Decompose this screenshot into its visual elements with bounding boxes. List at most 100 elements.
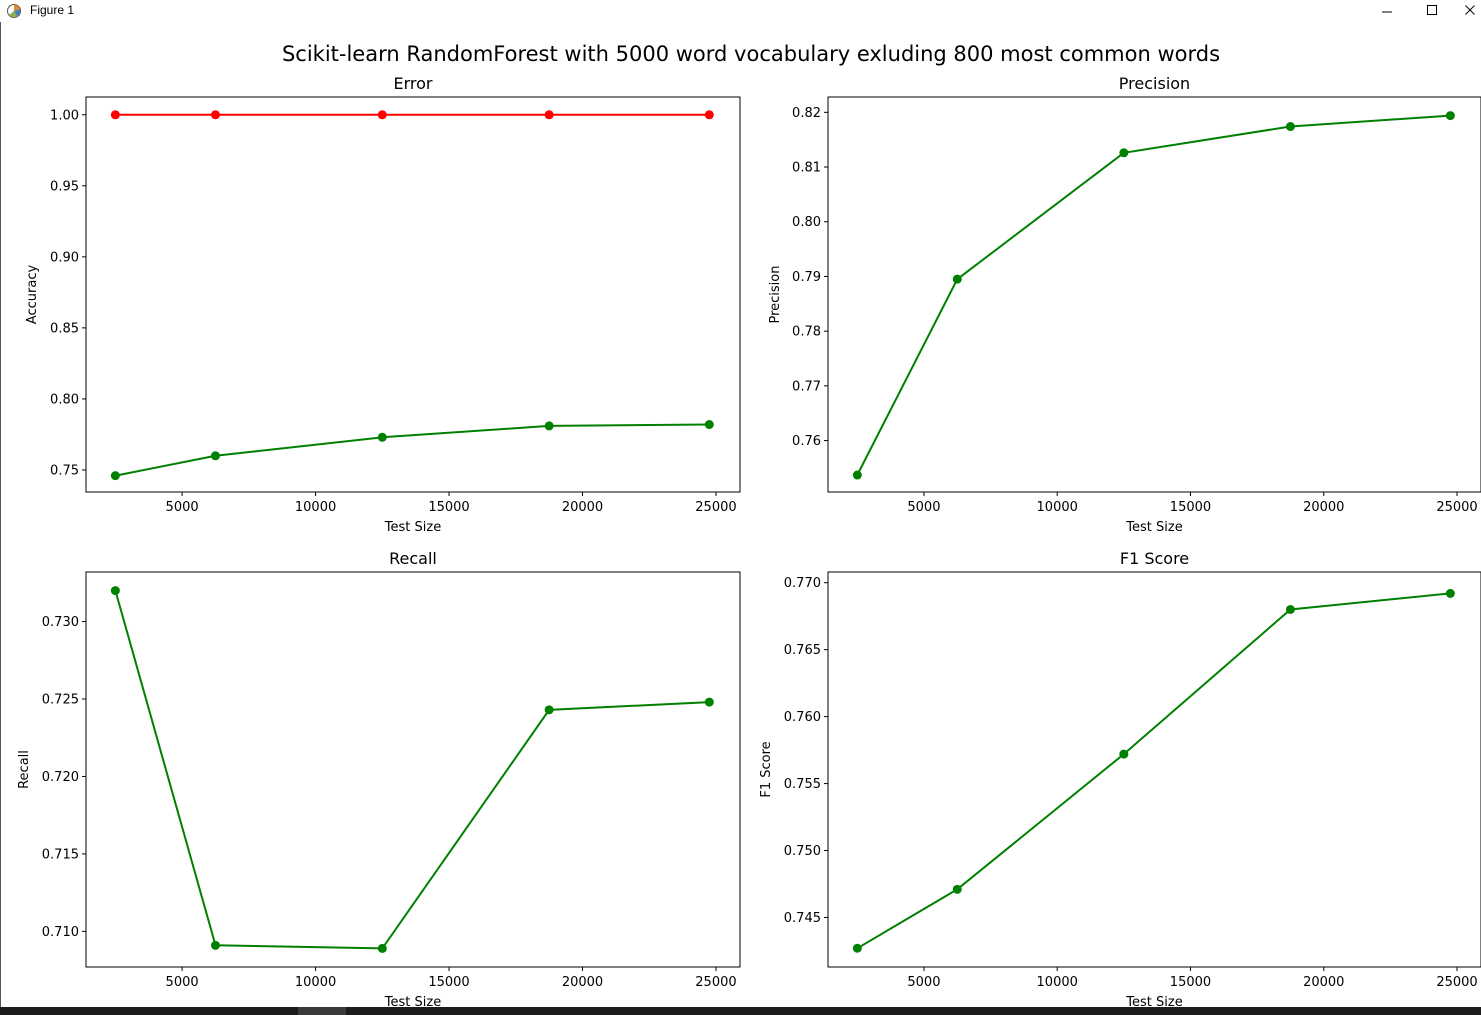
x-tick-label: 25000 xyxy=(1436,500,1477,515)
y-tick-label: 0.750 xyxy=(784,844,821,859)
y-tick-label: 0.90 xyxy=(50,250,79,265)
y-tick-label: 0.765 xyxy=(784,643,821,658)
y-tick-label: 1.00 xyxy=(50,108,79,123)
x-tick-label: 10000 xyxy=(295,975,336,990)
data-point xyxy=(544,110,554,120)
x-tick-label: 25000 xyxy=(695,975,736,990)
y-tick-label: 0.85 xyxy=(50,321,79,336)
subplot-precision: Precision 5000 10000 15000 20000 25000 0.76 0.7… xyxy=(768,74,1481,535)
minimize-button[interactable] xyxy=(1369,0,1405,20)
x-tick-label: 5000 xyxy=(907,975,940,990)
y-axis-label: Precision xyxy=(768,265,783,323)
data-point xyxy=(1445,588,1455,598)
data-point xyxy=(210,940,220,950)
y-tick-label: 0.81 xyxy=(792,161,821,176)
y-tick-label: 0.715 xyxy=(42,847,79,862)
y-axis-label: F1 Score xyxy=(759,741,774,797)
data-point xyxy=(377,943,387,953)
figure-svg: Scikit-learn RandomForest with 5000 word… xyxy=(17,42,1481,1010)
y-tick-label: 0.77 xyxy=(792,379,821,394)
data-point xyxy=(1445,111,1455,121)
data-point xyxy=(544,421,554,431)
y-tick-label: 0.770 xyxy=(784,576,821,591)
subplot-title: F1 Score xyxy=(1120,549,1189,568)
data-point xyxy=(952,274,962,284)
data-point xyxy=(1119,148,1129,158)
y-tick-label: 0.82 xyxy=(792,106,821,121)
x-axis-label: Test Size xyxy=(384,995,441,1008)
y-tick-label: 0.76 xyxy=(792,434,821,449)
x-tick-label: 15000 xyxy=(428,975,469,990)
maximize-button[interactable] xyxy=(1414,0,1450,20)
data-point xyxy=(110,586,120,596)
y-tick-label: 0.80 xyxy=(50,392,79,407)
matplotlib-app-icon xyxy=(7,4,21,18)
subplot-error: Error 5000 10000 15000 20000 25000 0.75 0.80 0.8… xyxy=(25,74,741,535)
data-point xyxy=(704,110,714,120)
x-tick-label: 20000 xyxy=(1303,975,1344,990)
x-tick-label: 5000 xyxy=(907,500,940,515)
data-point xyxy=(210,451,220,461)
data-point xyxy=(952,884,962,894)
x-tick-label: 15000 xyxy=(428,500,469,515)
y-tick-label: 0.720 xyxy=(42,770,79,785)
subplot-recall: Recall 5000 10000 15000 20000 25000 0.710 0.715… xyxy=(17,549,741,1010)
subplot-title: Precision xyxy=(1119,74,1190,93)
x-axis-label: Test Size xyxy=(1125,995,1182,1008)
axes-frame xyxy=(85,571,741,968)
axes-frame xyxy=(827,571,1481,968)
title-bar[interactable]: Figure 1 xyxy=(0,0,1481,22)
x-tick-label: 25000 xyxy=(695,500,736,515)
window-border xyxy=(0,0,1,1015)
x-axis-label: Test Size xyxy=(1125,520,1182,535)
figure-canvas: Scikit-learn RandomForest with 5000 word… xyxy=(0,22,1481,1010)
data-point xyxy=(377,432,387,442)
subplot-f1-score: F1 Score 5000 10000 15000 20000 25000 0.745 0.7… xyxy=(759,549,1481,1010)
y-tick-label: 0.78 xyxy=(792,325,821,340)
y-tick-label: 0.730 xyxy=(42,615,79,630)
close-icon xyxy=(1464,5,1475,15)
data-point xyxy=(210,110,220,120)
x-tick-label: 20000 xyxy=(562,975,603,990)
y-tick-label: 0.95 xyxy=(50,179,79,194)
x-tick-label: 25000 xyxy=(1436,975,1477,990)
x-tick-label: 20000 xyxy=(1303,500,1344,515)
data-point xyxy=(1119,749,1129,759)
axes-frame xyxy=(827,96,1481,493)
figure-title: Scikit-learn RandomForest with 5000 word… xyxy=(282,42,1220,66)
y-tick-label: 0.80 xyxy=(792,215,821,230)
taskbar-item[interactable] xyxy=(298,1007,346,1015)
data-point xyxy=(110,110,120,120)
y-tick-label: 0.725 xyxy=(42,693,79,708)
minimize-icon xyxy=(1382,11,1392,13)
axes-frame xyxy=(85,96,741,493)
data-point xyxy=(1285,604,1295,614)
taskbar xyxy=(0,1007,1481,1015)
x-tick-label: 10000 xyxy=(1037,975,1078,990)
x-tick-label: 15000 xyxy=(1170,500,1211,515)
close-button[interactable] xyxy=(1458,0,1481,20)
x-tick-label: 15000 xyxy=(1170,975,1211,990)
y-tick-label: 0.760 xyxy=(784,710,821,725)
subplot-title: Error xyxy=(394,74,433,93)
y-tick-label: 0.755 xyxy=(784,777,821,792)
subplot-title: Recall xyxy=(389,549,437,568)
y-axis-label: Accuracy xyxy=(25,265,40,325)
data-point xyxy=(544,705,554,715)
x-tick-label: 20000 xyxy=(562,500,603,515)
x-tick-label: 5000 xyxy=(166,500,199,515)
x-tick-label: 10000 xyxy=(295,500,336,515)
window-title: Figure 1 xyxy=(30,3,75,17)
y-tick-label: 0.79 xyxy=(792,270,821,285)
data-point xyxy=(704,420,714,430)
data-point xyxy=(1285,122,1295,132)
y-tick-label: 0.710 xyxy=(42,925,79,940)
x-axis-label: Test Size xyxy=(384,520,441,535)
maximize-icon xyxy=(1427,5,1437,15)
x-tick-label: 5000 xyxy=(166,975,199,990)
y-axis-label: Recall xyxy=(17,750,32,789)
data-point xyxy=(852,470,862,480)
data-point xyxy=(377,110,387,120)
data-point xyxy=(852,943,862,953)
x-tick-label: 10000 xyxy=(1037,500,1078,515)
